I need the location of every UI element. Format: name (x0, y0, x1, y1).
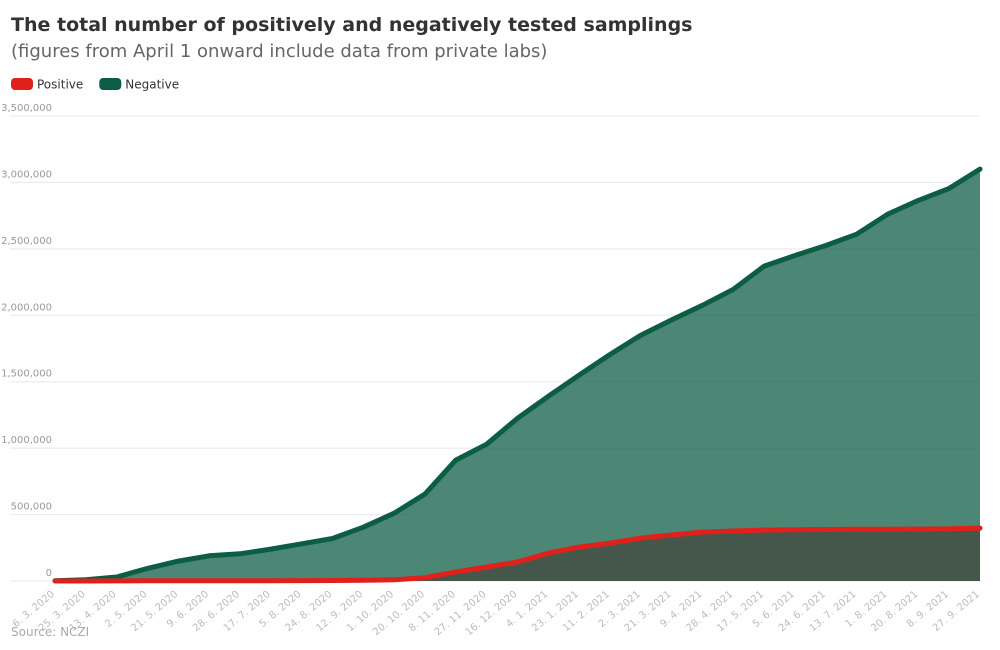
line (52, 525, 983, 584)
legend-swatch (11, 78, 33, 90)
legend-label: Positive (37, 78, 83, 92)
chart-title: The total number of positively and negat… (11, 14, 693, 36)
y-tick-label: 1,500,000 (1, 369, 52, 380)
area (55, 528, 980, 581)
y-tick-label: 2,500,000 (1, 236, 52, 247)
legend-label: Negative (125, 78, 179, 92)
y-tick-label: 500,000 (11, 502, 52, 513)
chart-subtitle: (figures from April 1 onward include dat… (11, 41, 547, 62)
source: Source: NCZI (11, 625, 89, 639)
y-tick-label: 2,000,000 (1, 302, 52, 313)
line (52, 166, 983, 584)
legend-swatch (99, 78, 122, 90)
area (55, 169, 980, 581)
y-tick-label: 3,500,000 (1, 103, 52, 114)
y-tick-label: 3,000,000 (1, 169, 52, 180)
y-tick-label: 1,000,000 (1, 435, 52, 446)
y-tick-label: 0 (46, 568, 52, 579)
